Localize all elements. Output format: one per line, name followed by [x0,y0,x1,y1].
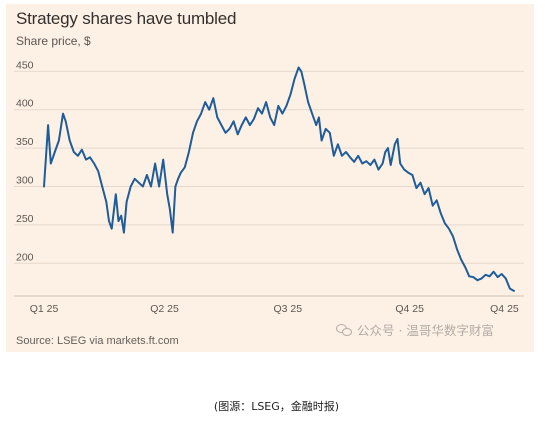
x-axis-ticks: Q1 25 Q2 25 Q3 25 Q4 25 Q4 25 [30,303,519,315]
chart-title: Strategy shares have tumbled [16,9,237,28]
x-tick-label: Q1 25 [30,303,59,315]
series-line-0 [43,66,515,292]
watermark: 公众号 · 温哥华数字财富 [336,320,494,339]
series-layer [43,66,515,292]
chart-card: Strategy shares have tumbled Share price… [6,4,534,352]
y-tick-label: 350 [16,136,34,148]
x-tick-label: Q4 25 [395,303,424,315]
y-tick-label: 250 [16,213,34,225]
gridlines [14,70,524,297]
x-tick-label: Q2 25 [150,303,179,315]
x-tick-label: Q3 25 [273,303,302,315]
y-tick-label: 300 [16,175,34,187]
y-axis-ticks: 200 250 300 350 400 450 [16,59,34,263]
x-tick-label: Q4 25 [490,303,519,315]
y-tick-label: 200 [16,251,34,263]
image-caption: (图源：LSEG，金融时报) [213,400,340,413]
chart-subtitle: Share price, $ [16,34,91,48]
watermark-text: 公众号 · 温哥华数字财富 [357,323,494,338]
y-tick-label: 400 [16,98,34,110]
y-tick-label: 450 [16,59,34,71]
source-note: Source: LSEG via markets.ft.com [16,335,179,347]
wechat-icon [336,323,352,336]
